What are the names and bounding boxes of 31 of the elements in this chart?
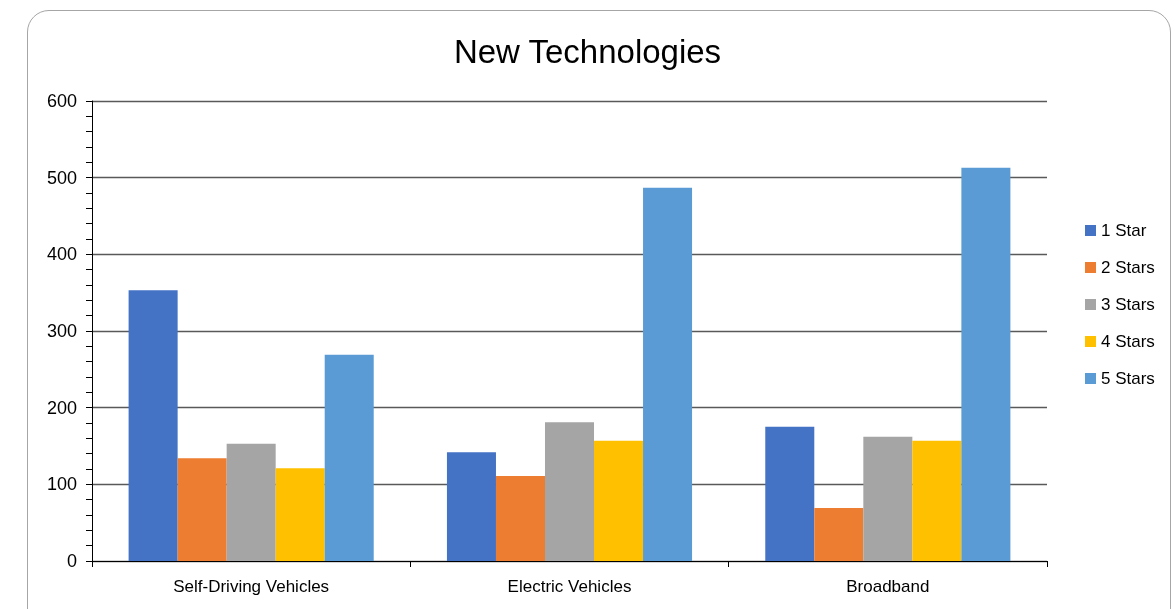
bar [177, 458, 227, 561]
bar [594, 440, 644, 561]
bar [495, 475, 545, 561]
y-tick-label: 600 [46, 91, 77, 111]
bar [226, 443, 276, 561]
x-tick-label: Broadband [846, 577, 930, 596]
legend-label: 5 Stars [1101, 369, 1155, 388]
y-tick-label: 400 [46, 244, 77, 265]
bar [765, 426, 815, 561]
legend-label: 2 Stars [1101, 258, 1155, 277]
bar [275, 468, 325, 561]
legend-label: 3 Stars [1101, 295, 1155, 314]
bar [324, 354, 374, 561]
bar [643, 187, 693, 561]
chart-title: New Technologies [453, 33, 722, 70]
y-tick-label: 0 [66, 551, 77, 571]
bar [446, 452, 496, 561]
bar [814, 508, 864, 561]
y-tick-label: 100 [46, 474, 77, 495]
bar [128, 290, 178, 561]
bar [863, 436, 913, 561]
y-tick-label: 300 [46, 321, 77, 341]
bar [912, 440, 962, 561]
bar [961, 167, 1011, 561]
x-tick-label: Self-Driving Vehicles [173, 577, 330, 596]
x-tick-label: Electric Vehicles [507, 577, 632, 596]
y-tick-label: 200 [46, 397, 77, 418]
y-tick-label: 500 [46, 167, 77, 188]
legend-label: 1 Star [1101, 221, 1147, 240]
legend-label: 4 Stars [1101, 332, 1155, 351]
bar [544, 422, 595, 561]
